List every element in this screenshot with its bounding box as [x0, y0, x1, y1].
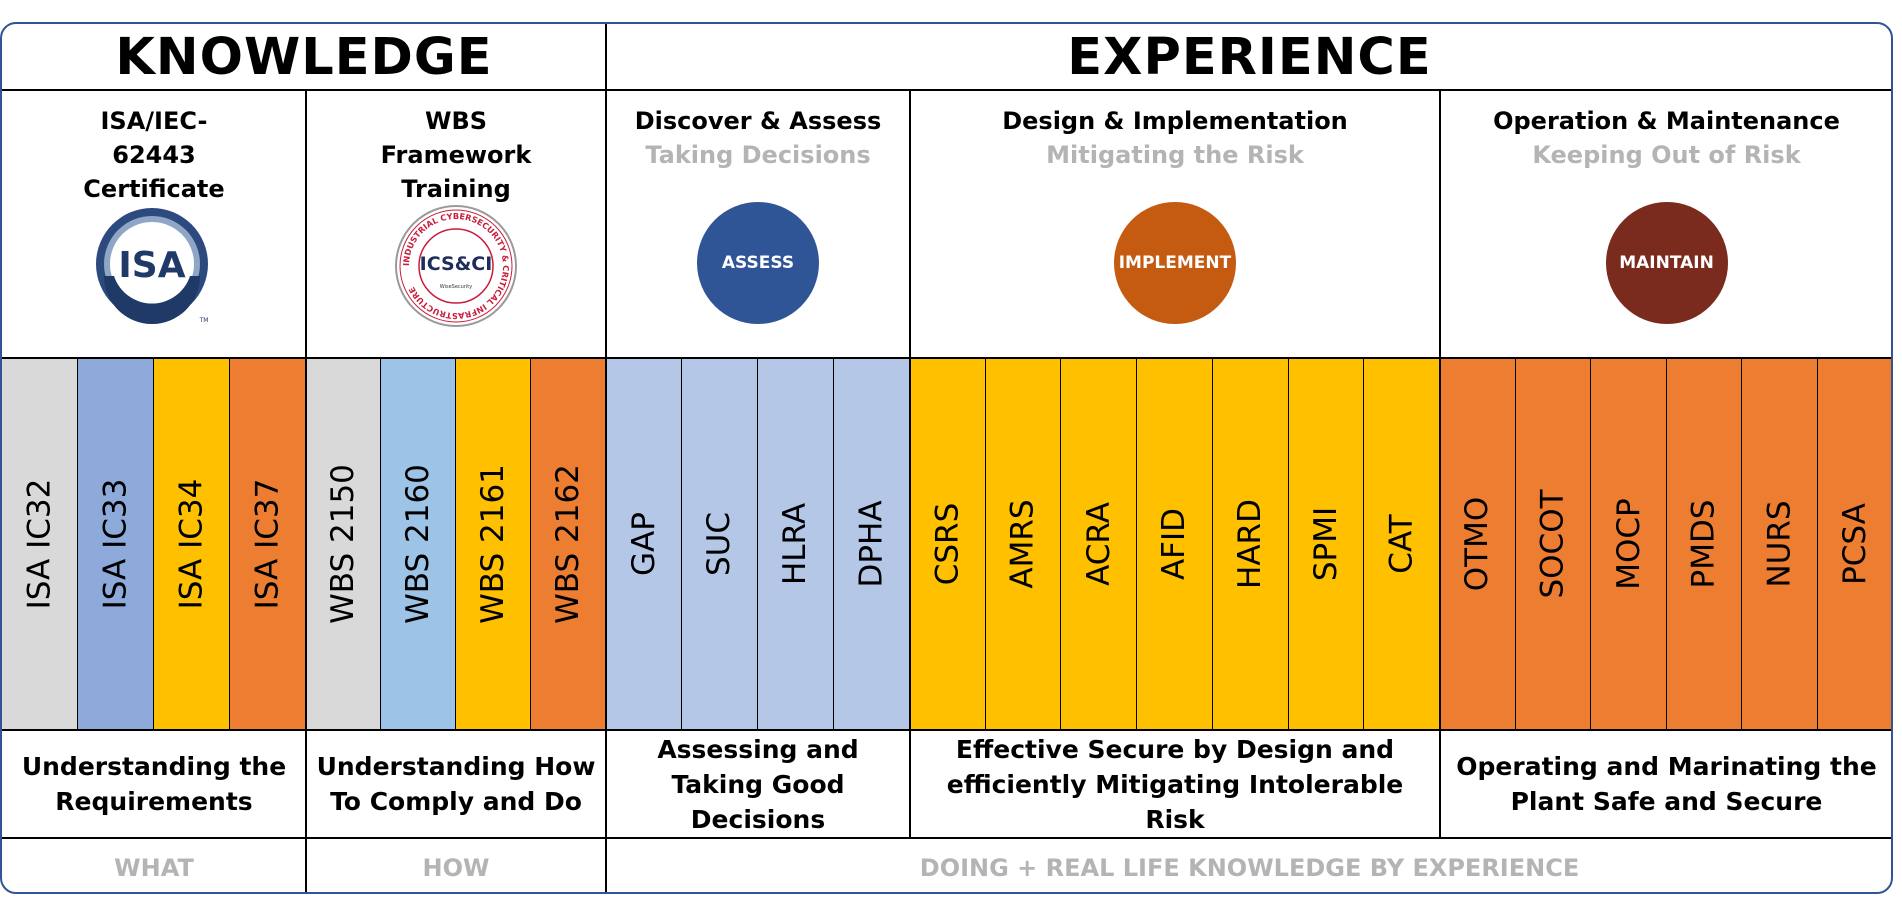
section-subtitle: Mitigating the Risk: [1046, 141, 1304, 169]
course-column-isa-ic32: ISA IC32: [2, 358, 78, 730]
section-subtitle: Keeping Out of Risk: [1532, 141, 1801, 169]
divider: [305, 90, 307, 892]
course-label: PMDS: [1685, 499, 1722, 589]
section-title: WBS Framework Training: [380, 107, 532, 203]
course-column-pmds: PMDS: [1666, 358, 1742, 730]
section-isa-certificate: ISA/IEC-62443 Certificate ISA TM: [2, 90, 306, 358]
course-label: HLRA: [777, 502, 814, 586]
section-title: Discover & Assess: [634, 107, 882, 135]
course-column-csrs: CSRS: [910, 358, 986, 730]
course-column-gap: GAP: [606, 358, 682, 730]
course-label: ISA IC37: [249, 478, 286, 610]
course-label: OTMO: [1459, 496, 1496, 592]
svg-text:TM: TM: [199, 317, 209, 324]
course-label: CSRS: [929, 502, 966, 586]
implement-badge: IMPLEMENT: [1114, 202, 1236, 324]
course-column-nurs: NURS: [1742, 358, 1818, 730]
maintain-badge: MAINTAIN: [1605, 202, 1728, 324]
section-subtitle: Taking Decisions: [645, 141, 871, 169]
course-column-hard: HARD: [1212, 358, 1289, 730]
course-label: ISA IC32: [21, 478, 58, 610]
course-label: CAT: [1383, 514, 1420, 574]
footer-how: HOW: [422, 854, 490, 882]
divider: [2, 729, 1891, 731]
course-label: ISA IC34: [173, 478, 210, 610]
isa-logo-text: ISA: [118, 245, 185, 286]
course-column-cat: CAT: [1364, 358, 1440, 730]
course-label: NURS: [1761, 500, 1798, 588]
course-column-wbs-2150: WBS 2150: [306, 358, 381, 730]
section-wbs-training: WBS Framework Training INDUSTRIAL CYBERS…: [306, 90, 606, 358]
icsci-logo: INDUSTRIAL CYBERSECURITY & CRITICAL INFR…: [306, 204, 606, 328]
description-assess: Assessing and Taking Good Decisions: [657, 734, 859, 834]
course-label: ACRA: [1080, 502, 1117, 586]
description-implement: Effective Secure by Design and efficient…: [946, 734, 1404, 834]
course-column-hlra: HLRA: [758, 358, 834, 730]
description-how: Understanding How To Comply and Do: [316, 752, 596, 816]
course-column-wbs-2162: WBS 2162: [531, 358, 606, 730]
footer-doing: DOING + REAL LIFE KNOWLEDGE BY EXPERIENC…: [919, 854, 1580, 882]
course-label: SUC: [701, 511, 738, 577]
experience-header: EXPERIENCE: [606, 24, 1891, 90]
course-column-otmo: OTMO: [1440, 358, 1516, 730]
assess-badge: ASSESS: [697, 202, 819, 324]
divider: [605, 24, 607, 892]
isa-logo-icon: ISA TM: [96, 208, 209, 324]
course-column-spmi: SPMI: [1288, 358, 1365, 730]
experience-header-text: EXPERIENCE: [1067, 27, 1432, 87]
course-label: WBS 2150: [325, 464, 361, 624]
course-label: PCSA: [1836, 503, 1873, 585]
diagram-frame: KNOWLEDGE EXPERIENCE ISA/IEC-62443 Certi…: [0, 22, 1893, 894]
course-column-afid: AFID: [1137, 358, 1213, 730]
course-column-dpha: DPHA: [834, 358, 910, 730]
description-what: Understanding the Requirements: [21, 752, 287, 816]
knowledge-header: KNOWLEDGE: [2, 24, 606, 90]
footer-what: WHAT: [114, 854, 194, 882]
section-design-implementation: Design & Implementation Mitigating the R…: [910, 90, 1440, 358]
course-column-mocp: MOCP: [1591, 358, 1667, 730]
svg-text:WiseSecurity: WiseSecurity: [440, 284, 472, 290]
course-column-wbs-2161: WBS 2161: [456, 358, 531, 730]
divider: [2, 89, 1891, 91]
course-label: AFID: [1156, 507, 1193, 581]
section-operation-maintenance: Operation & Maintenance Keeping Out of R…: [1440, 90, 1891, 358]
course-column-isa-ic33: ISA IC33: [78, 358, 154, 730]
divider: [2, 357, 1891, 359]
course-column-pcsa: PCSA: [1817, 358, 1891, 730]
isa-logo: ISA TM: [2, 206, 306, 326]
course-label: MOCP: [1610, 498, 1647, 590]
course-column-isa-ic37: ISA IC37: [230, 358, 306, 730]
course-label: AMRS: [1005, 499, 1042, 589]
course-column-amrs: AMRS: [985, 358, 1062, 730]
course-label: WBS 2160: [400, 464, 436, 624]
course-label: ISA IC33: [97, 478, 134, 610]
course-label: SOCOT: [1534, 489, 1571, 599]
knowledge-header-text: KNOWLEDGE: [115, 27, 493, 87]
divider: [1439, 90, 1441, 838]
course-column-suc: SUC: [682, 358, 758, 730]
divider: [909, 90, 911, 838]
section-title: Operation & Maintenance: [1493, 107, 1840, 135]
course-column-isa-ic34: ISA IC34: [154, 358, 230, 730]
section-discover-assess: Discover & Assess Taking Decisions ASSES…: [606, 90, 910, 358]
section-title: ISA/IEC-62443 Certificate: [83, 107, 225, 203]
course-label: HARD: [1232, 499, 1269, 589]
course-column-wbs-2160: WBS 2160: [381, 358, 456, 730]
course-label: DPHA: [853, 500, 890, 588]
course-label: SPMI: [1307, 506, 1344, 582]
icsci-logo-text: ICS&CI: [420, 253, 493, 275]
section-title: Design & Implementation: [1002, 107, 1348, 135]
course-label: WBS 2162: [550, 464, 586, 624]
course-label: GAP: [625, 512, 662, 576]
course-label: WBS 2161: [475, 464, 511, 624]
course-column-acra: ACRA: [1061, 358, 1138, 730]
divider: [2, 837, 1891, 839]
description-maintain: Operating and Marinating the Plant Safe …: [1456, 752, 1877, 816]
icsci-badge-icon: INDUSTRIAL CYBERSECURITY & CRITICAL INFR…: [395, 205, 517, 327]
course-column-socot: SOCOT: [1515, 358, 1591, 730]
